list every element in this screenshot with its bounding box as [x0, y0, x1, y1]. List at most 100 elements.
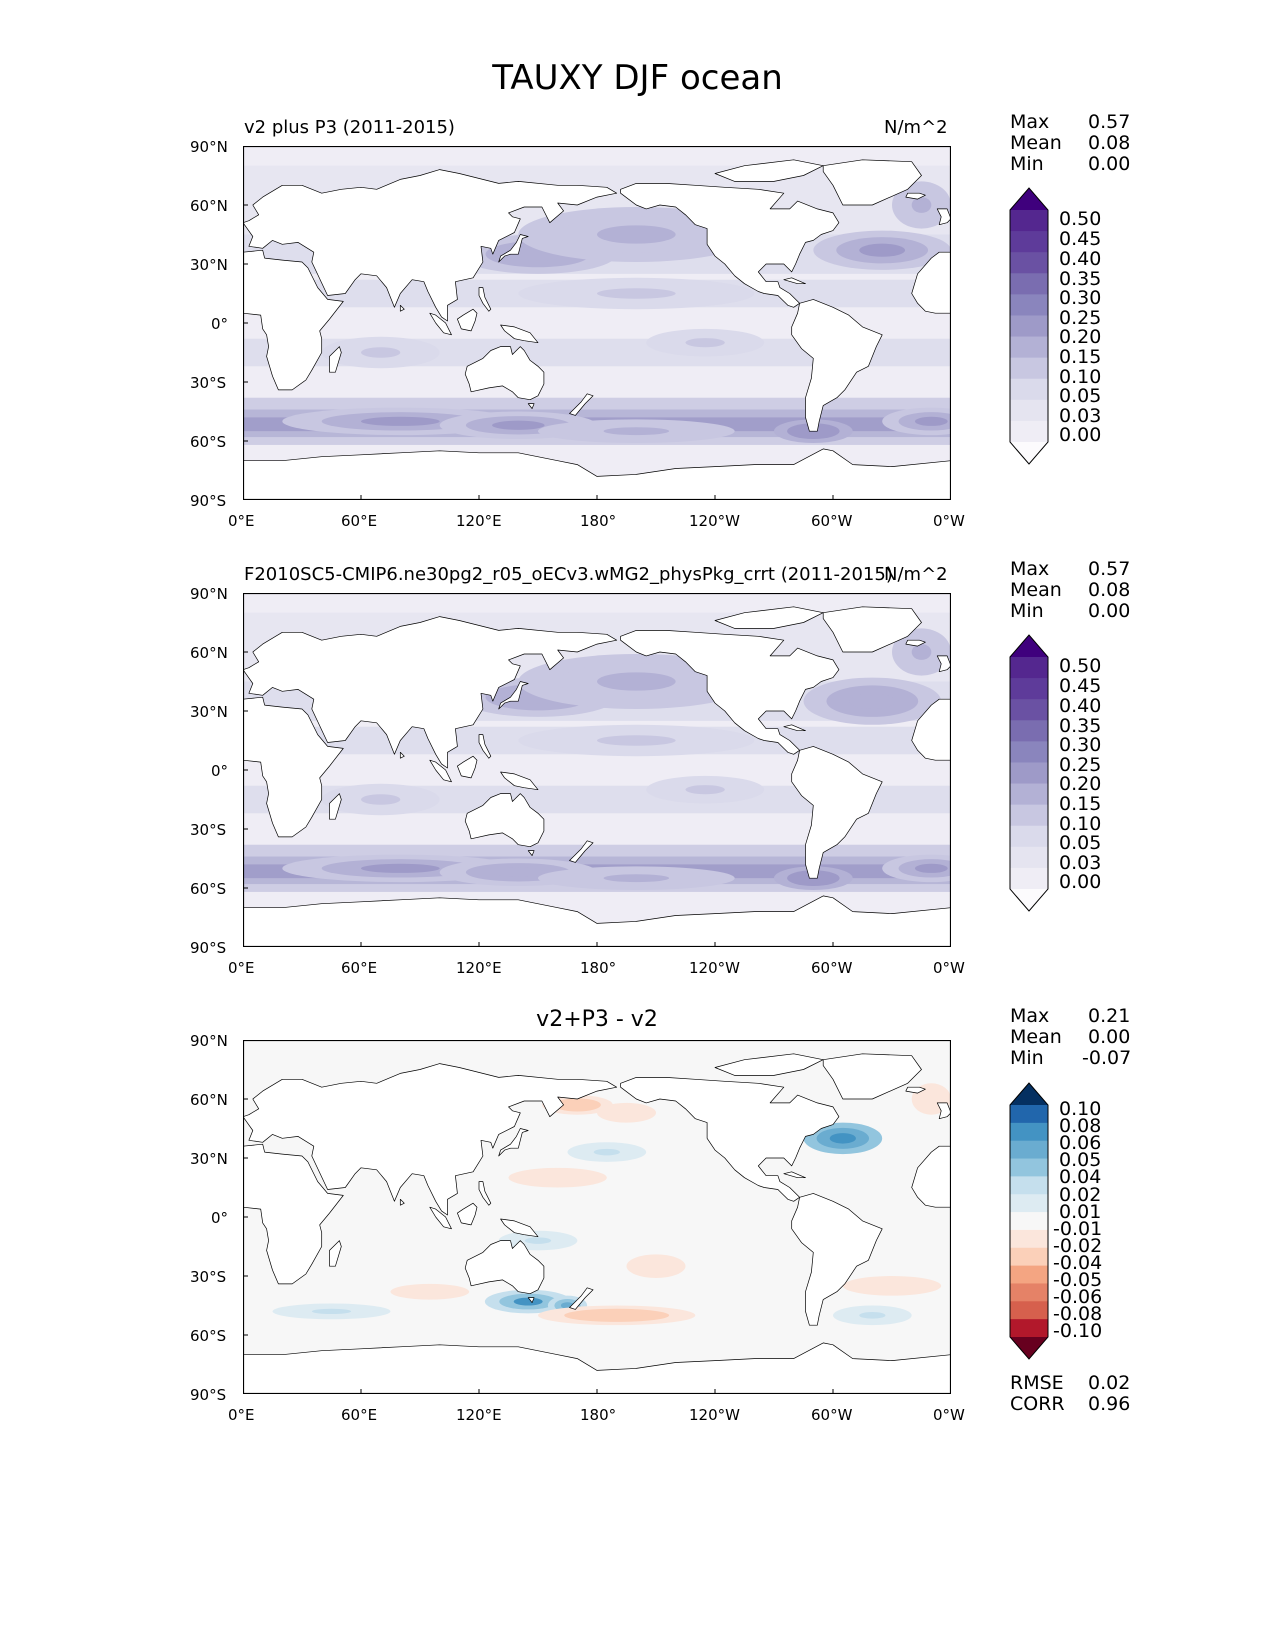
land-africa	[243, 696, 344, 838]
colorbar-segment	[1010, 1229, 1048, 1249]
field-contour	[859, 243, 906, 257]
colorbar-segment	[1010, 294, 1048, 316]
panel2-lat-tick: 60°S	[190, 880, 227, 898]
panel1-lon-tick: 120°W	[689, 512, 740, 530]
field-contour	[924, 1093, 938, 1105]
field-contour	[911, 197, 932, 213]
land-new-guinea	[500, 1218, 539, 1238]
panel3-cbar-label: 0.08	[1059, 1115, 1102, 1137]
panel3-cbar-label: -0.04	[1053, 1252, 1103, 1274]
land-iceland	[905, 639, 926, 647]
land-iceland	[905, 192, 926, 200]
panel2-cbar-label: 0.40	[1059, 695, 1102, 717]
panel2-stat-min-value: 0.00	[1088, 600, 1131, 622]
panel3-lon-tick: 120°W	[689, 1406, 740, 1424]
panel2-stat-mean-value: 0.08	[1088, 579, 1131, 601]
panel2-cbar-label: 0.15	[1059, 793, 1102, 815]
land-south-america	[791, 746, 883, 879]
land-new-zealand	[569, 393, 594, 416]
colorbar-segment	[1010, 825, 1048, 848]
panel2-lat-tick: 30°S	[190, 821, 227, 839]
panel2-lat-tick: 60°N	[190, 644, 228, 662]
panel1-title: v2 plus P3 (2011-2015)	[244, 117, 455, 138]
colorbar-segment	[1010, 252, 1048, 274]
colorbar-segment	[1010, 1194, 1048, 1213]
field-contour	[416, 1289, 443, 1295]
panel1-lon-tick: 180°	[580, 512, 617, 530]
land-tasmania	[527, 850, 535, 856]
panel3-corr-value: 0.96	[1088, 1393, 1131, 1415]
panel2-stat-mean-label: Mean	[1010, 579, 1062, 601]
panel1-lat-tick: 60°S	[190, 433, 227, 451]
colorbar-segment	[1010, 783, 1048, 806]
field-contour	[524, 1237, 552, 1244]
panel3-cbar-label: -0.01	[1053, 1218, 1103, 1240]
colorbar-outline	[1009, 1082, 1049, 1360]
panel1-lon-tick: 0°W	[933, 512, 965, 530]
colorbar-segment	[1010, 1319, 1048, 1338]
land-philippines	[478, 1181, 492, 1206]
field-contour	[616, 1109, 637, 1117]
panel2-lon-tick: 0°E	[228, 959, 255, 977]
panel3-stat-max-value: 0.21	[1088, 1005, 1131, 1027]
land-west-africa	[911, 698, 951, 761]
panel1-lon-tick: 60°E	[341, 512, 378, 530]
land-eurasia	[243, 169, 618, 322]
land-greenland	[822, 159, 922, 206]
land-antarctica	[243, 1342, 951, 1394]
colorbar-segment	[1010, 1140, 1048, 1160]
panel1-lat-tick: 30°S	[190, 374, 227, 392]
panel3-cbar-label: 0.06	[1059, 1132, 1102, 1154]
land-australia	[464, 793, 545, 848]
colorbar-segment	[1010, 867, 1048, 890]
colorbar-extend-max	[1010, 635, 1048, 657]
field-contour	[590, 1312, 643, 1319]
colorbar-segment	[1010, 1158, 1048, 1177]
panel1-cbar-label: 0.00	[1059, 424, 1102, 446]
panel3-rmse-value: 0.02	[1088, 1372, 1131, 1394]
colorbar-segment	[1010, 804, 1048, 827]
field-contour	[593, 1148, 620, 1156]
panel3-cbar-label: -0.05	[1053, 1269, 1103, 1291]
panel1-stat-mean-label: Mean	[1010, 132, 1062, 154]
panel3-lon-tick: 0°W	[933, 1406, 965, 1424]
colorbar-segment	[1010, 741, 1048, 763]
land-sumatra	[429, 759, 452, 783]
panel3-lon-tick: 180°	[580, 1406, 617, 1424]
colorbar-segment	[1010, 357, 1048, 380]
colorbar-segment	[1010, 315, 1048, 338]
land-arctic-islands	[714, 159, 824, 182]
panel1-cbar-label: 0.50	[1059, 208, 1102, 230]
panel3-lat-tick: 90°S	[190, 1386, 227, 1404]
land-antarctica	[243, 895, 951, 947]
panel1-cbar-label: 0.35	[1059, 268, 1102, 290]
land-uk	[936, 1102, 951, 1120]
panel1-stat-mean-value: 0.08	[1088, 132, 1131, 154]
land-sri-lanka	[399, 1198, 405, 1206]
panel3-cbar-label: 0.05	[1059, 1149, 1102, 1171]
panel3-corr-label: CORR	[1010, 1393, 1065, 1415]
panel3-colorbar	[1009, 1082, 1049, 1360]
land-arctic-islands	[714, 1053, 824, 1076]
panel3-stat-max-label: Max	[1010, 1005, 1050, 1027]
field-contour	[685, 338, 725, 348]
panel1-lon-tick: 60°W	[811, 512, 853, 530]
panel3-cbar-label: -0.10	[1053, 1320, 1103, 1342]
colorbar-segment	[1010, 378, 1048, 401]
panel1-cbar-label: 0.40	[1059, 248, 1102, 270]
panel1-cbar-label: 0.20	[1059, 326, 1102, 348]
figure-title: TAUXY DJF ocean	[492, 58, 783, 98]
panel3-stat-mean-value: 0.00	[1088, 1026, 1131, 1048]
panel2-cbar-label: 0.25	[1059, 754, 1102, 776]
field-contour	[597, 225, 676, 244]
panel2-lon-tick: 180°	[580, 959, 617, 977]
panel2-title: F2010SC5-CMIP6.ne30pg2_r05_oECv3.wMG2_ph…	[244, 564, 893, 585]
panel3-lon-tick: 60°E	[341, 1406, 378, 1424]
panel1-lon-tick: 120°E	[456, 512, 502, 530]
land-japan	[498, 234, 529, 263]
land-west-africa	[911, 251, 951, 314]
panel3-cbar-label: -0.06	[1053, 1286, 1103, 1308]
panel2-stat-max-value: 0.57	[1088, 558, 1131, 580]
panel2-stat-max-label: Max	[1010, 558, 1050, 580]
panel1-map	[243, 146, 951, 500]
